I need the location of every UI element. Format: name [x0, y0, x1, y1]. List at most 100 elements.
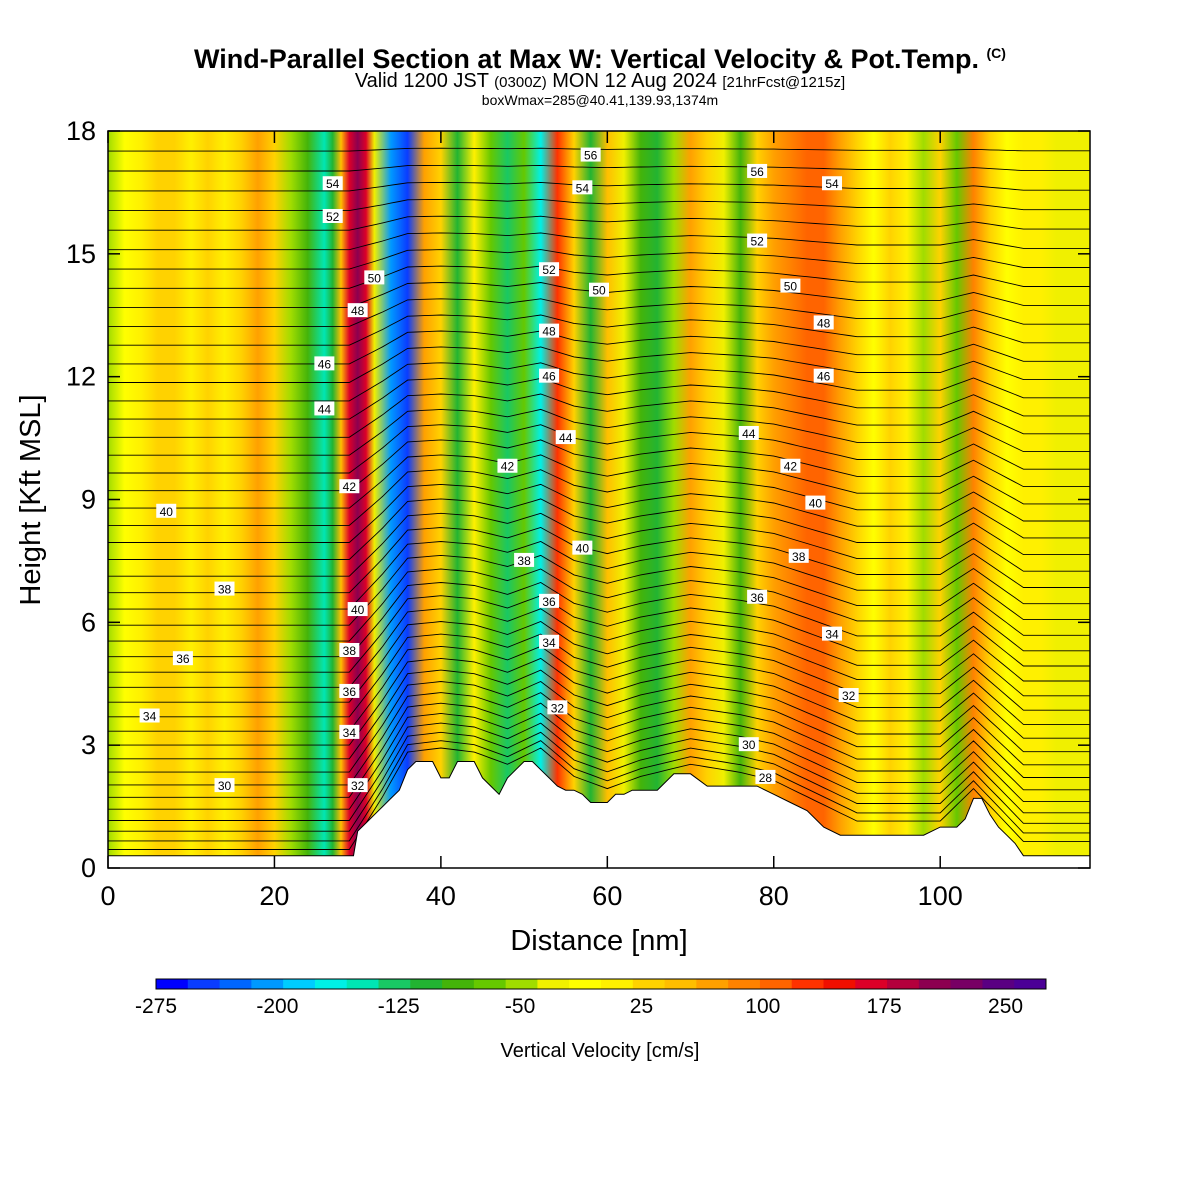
theta-label-bg — [780, 278, 801, 293]
colorbar-swatch — [950, 979, 983, 989]
colorbar-swatch — [219, 979, 252, 989]
colorbar-swatch — [156, 979, 189, 989]
theta-label: 34 — [143, 710, 157, 724]
colorbar-swatch — [346, 979, 379, 989]
theta-label-bg — [172, 651, 193, 666]
x-axis: 0 20 40 60 80 100 — [100, 131, 963, 911]
theta-contours — [108, 147, 1090, 850]
theta-label: 38 — [517, 554, 531, 568]
theta-contour-line — [108, 608, 1090, 688]
theta-contour-line — [108, 554, 1090, 626]
terrain-mask — [107, 761, 1091, 869]
theta-contour-line — [108, 512, 1090, 577]
theta-label-bg — [813, 368, 834, 383]
theta-contour-line — [108, 298, 1090, 327]
theta-contour-line — [108, 498, 1090, 560]
theta-label: 38 — [343, 644, 357, 658]
theta-label: 48 — [542, 325, 556, 339]
colorbar-swatch — [632, 979, 666, 989]
theta-label-bg — [755, 769, 776, 784]
theta-label-bg — [539, 323, 560, 338]
theta-contour-line — [108, 722, 1090, 821]
copyright-mark: (C) — [986, 45, 1006, 61]
theta-contour-line — [108, 265, 1090, 289]
x-tick-label: 100 — [918, 881, 963, 911]
theta-label-bg — [572, 180, 593, 195]
theta-label: 50 — [592, 284, 606, 298]
theta-contour-line — [108, 181, 1090, 192]
x-tick-label: 0 — [100, 881, 115, 911]
theta-label: 44 — [318, 402, 332, 416]
y-tick-label: 15 — [66, 239, 96, 269]
theta-label-bg — [139, 708, 160, 723]
theta-label: 36 — [343, 685, 357, 699]
theta-contour-line — [108, 393, 1090, 438]
theta-label-bg — [339, 683, 360, 698]
y-tick-label: 18 — [66, 116, 96, 146]
colorbar-tick-label: -50 — [505, 995, 535, 1018]
theta-contour-line — [108, 740, 1090, 842]
colorbar-swatch — [283, 979, 316, 989]
theta-label-bg — [539, 262, 560, 277]
theta-label-bg — [738, 425, 759, 440]
colorbar-swatch — [664, 979, 697, 989]
theta-label-bg — [747, 163, 768, 178]
y-tick-label: 3 — [81, 730, 96, 760]
chart-title: Wind-Parallel Section at Max W: Vertical… — [0, 44, 1200, 75]
theta-label-bg — [805, 495, 826, 510]
theta-label-bg — [547, 700, 568, 715]
colorbar-label: Vertical Velocity [cm/s] — [501, 1040, 700, 1062]
theta-label: 42 — [343, 480, 357, 494]
theta-label-bg — [539, 593, 560, 608]
theta-label-bg — [747, 233, 768, 248]
colorbar-swatch — [601, 979, 634, 989]
theta-contour-line — [108, 164, 1090, 172]
colorbar-swatch — [759, 979, 793, 989]
x-tick-label: 80 — [759, 881, 789, 911]
y-tick-label: 12 — [66, 362, 96, 392]
theta-contour-line — [108, 595, 1090, 673]
y-axis-label: Height [Kft MSL] — [15, 394, 47, 605]
theta-label: 52 — [326, 210, 340, 224]
theta-contour-line — [108, 439, 1090, 492]
x-axis-label: Distance [nm] — [510, 925, 687, 957]
y-tick-label: 9 — [81, 485, 96, 515]
theta-label: 46 — [318, 357, 332, 371]
theta-label-bg — [747, 589, 768, 604]
colorbar-swatch — [982, 979, 1015, 989]
theta-label: 54 — [326, 177, 340, 191]
colorbar-swatch — [1014, 979, 1047, 989]
theta-label-bg — [572, 540, 593, 555]
theta-label-bg — [780, 458, 801, 473]
theta-contour-line — [108, 731, 1090, 832]
theta-label: 56 — [750, 165, 764, 179]
x-tick-label: 20 — [259, 881, 289, 911]
colorbar-swatch — [855, 979, 888, 989]
colorbar-swatch — [251, 979, 284, 989]
theta-label: 52 — [750, 235, 764, 249]
theta-contour-line — [108, 582, 1090, 658]
theta-contour-line — [108, 541, 1090, 610]
theta-contour-line — [108, 377, 1090, 420]
theta-contour-line — [108, 692, 1090, 786]
theta-label-bg — [322, 176, 343, 191]
theta-label: 36 — [176, 652, 190, 666]
theta-label-bg — [514, 552, 535, 567]
theta-contour-line — [108, 346, 1090, 383]
colorbar-swatch — [887, 979, 920, 989]
colorbar-swatch — [823, 979, 856, 989]
theta-label-bg — [788, 548, 809, 563]
theta-contour-line — [108, 527, 1090, 594]
theta-label: 50 — [784, 280, 798, 294]
theta-contour-line — [108, 657, 1090, 746]
colorbar-frame — [155, 978, 1047, 990]
theta-label-bg — [339, 724, 360, 739]
theta-label: 44 — [559, 431, 573, 445]
theta-label: 46 — [542, 370, 556, 384]
theta-label-bg — [156, 503, 177, 518]
theta-label-bg — [347, 602, 368, 617]
theta-contour-labels: 54 52 50 48 46 44 42 40 38 36 34 32 40 38 36 34 30 56 54 52… — [139, 147, 859, 793]
theta-label-bg — [314, 401, 335, 416]
chart-title-text: Wind-Parallel Section at Max W: Vertical… — [194, 44, 979, 74]
